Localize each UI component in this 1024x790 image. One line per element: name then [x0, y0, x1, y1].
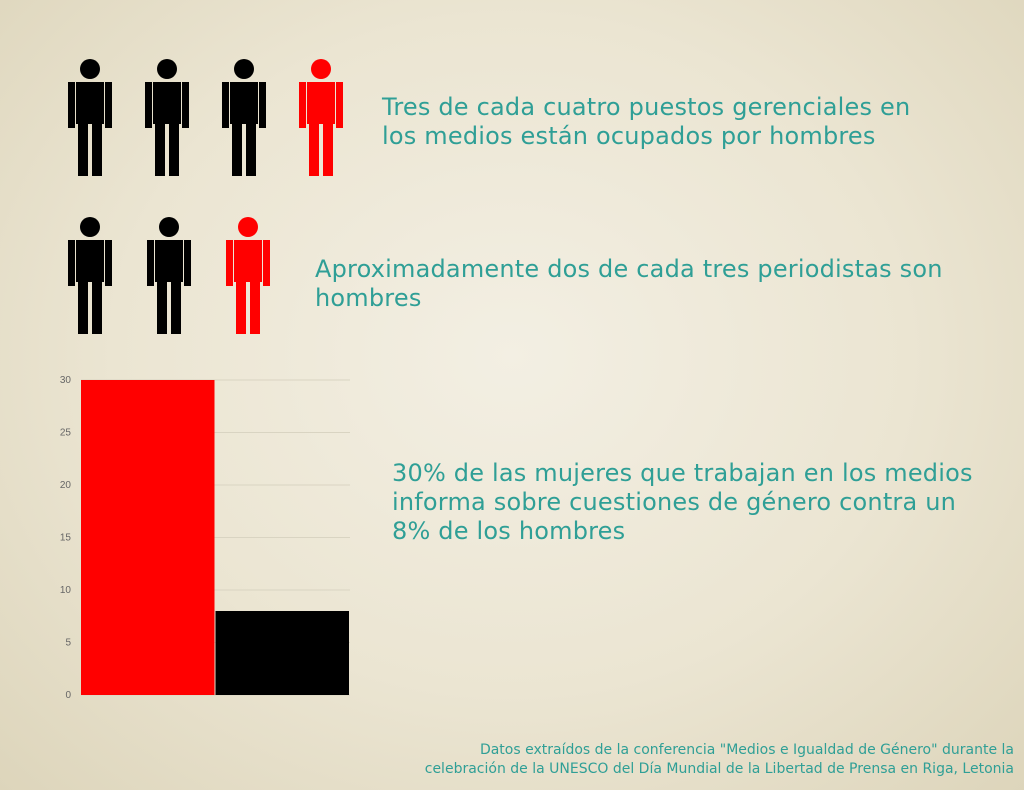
gender-reporting-bar-chart: 0 5 10 15 20 25 30 — [60, 375, 350, 701]
person-black-icon — [145, 59, 189, 176]
y-tick-label: 20 — [60, 480, 72, 491]
y-tick-label: 25 — [60, 428, 72, 439]
person-red-icon — [226, 217, 270, 334]
source-footnote-line1: Datos extraídos de la conferencia "Medio… — [479, 742, 1014, 758]
y-tick-label: 15 — [60, 533, 72, 544]
y-tick-label: 5 — [65, 638, 71, 649]
y-tick-label: 10 — [60, 585, 72, 596]
source-footnote: Datos extraídos de la conferencia "Medio… — [425, 741, 1014, 779]
stat-gender-issues-text: 30% de las mujeres que trabajan en los m… — [392, 459, 973, 545]
person-red-icon — [299, 59, 343, 176]
person-black-icon — [147, 217, 191, 334]
bar-1 — [81, 380, 215, 695]
y-tick-label: 0 — [65, 690, 71, 701]
stat-managers-text: Tres de cada cuatro puestos gerenciales … — [382, 93, 911, 150]
y-tick-label: 30 — [60, 375, 72, 386]
row1-figures — [66, 58, 345, 178]
person-black-icon — [222, 59, 266, 176]
source-footnote-line2: celebración de la UNESCO del Día Mundial… — [424, 761, 1014, 777]
person-black-icon — [68, 217, 112, 334]
row2-figures — [66, 216, 272, 336]
stat-journalists-text: Aproximadamente dos de cada tres periodi… — [315, 255, 943, 312]
bar-2 — [215, 611, 349, 695]
person-black-icon — [68, 59, 112, 176]
